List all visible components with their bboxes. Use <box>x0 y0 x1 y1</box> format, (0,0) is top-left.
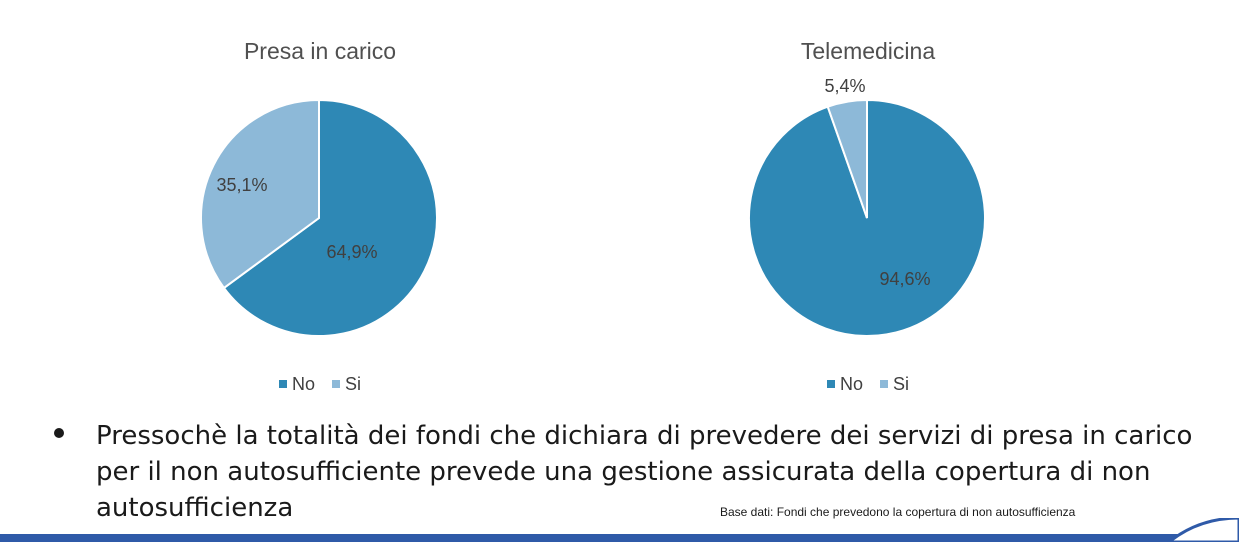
legend-swatch-no <box>278 380 287 388</box>
source-note: Base dati: Fondi che prevedono la copert… <box>720 505 1076 519</box>
corner-decoration-icon <box>1166 518 1239 542</box>
pie-chart-telemedicina: Telemedicina 94,6% 5,4% No Si <box>688 0 1048 400</box>
slice-label-no: 64,9% <box>326 242 377 262</box>
chart-title: Presa in carico <box>243 38 397 64</box>
bullet-icon <box>54 428 64 438</box>
pie-svg: 64,9% 35,1% <box>200 98 438 337</box>
legend-swatch-si <box>880 380 888 388</box>
legend-swatch-si <box>332 380 340 388</box>
chart-title: Telemedicina <box>800 38 936 64</box>
pie-svg: 94,6% 5,4% <box>748 76 986 337</box>
legend-item-si: Si <box>880 374 909 395</box>
slice-label-si: 5,4% <box>824 76 865 96</box>
slice-label-si: 35,1% <box>216 175 267 195</box>
legend-label-no: No <box>839 373 863 394</box>
legend: No Si <box>688 372 1048 395</box>
pie-slice-si <box>826 98 868 219</box>
legend-item-no: No <box>278 373 315 395</box>
legend-swatch-no <box>826 380 835 388</box>
legend-item-no: No <box>826 373 863 395</box>
pie-slice-no <box>222 98 438 337</box>
pie-slice-si <box>200 98 320 290</box>
legend-label-si: Si <box>345 373 362 394</box>
legend: No Si <box>140 372 500 395</box>
pie-chart-presa-in-carico: Presa in carico 64,9% 35,1% No Si <box>140 0 500 400</box>
footer-bar <box>0 534 1239 542</box>
legend-label-no: No <box>291 373 315 394</box>
legend-label-si: Si <box>893 373 910 394</box>
slice-label-no: 94,6% <box>879 269 930 289</box>
bullet-text: Pressochè la totalità dei fondi che dich… <box>96 421 1193 523</box>
legend-item-si: Si <box>332 374 361 395</box>
